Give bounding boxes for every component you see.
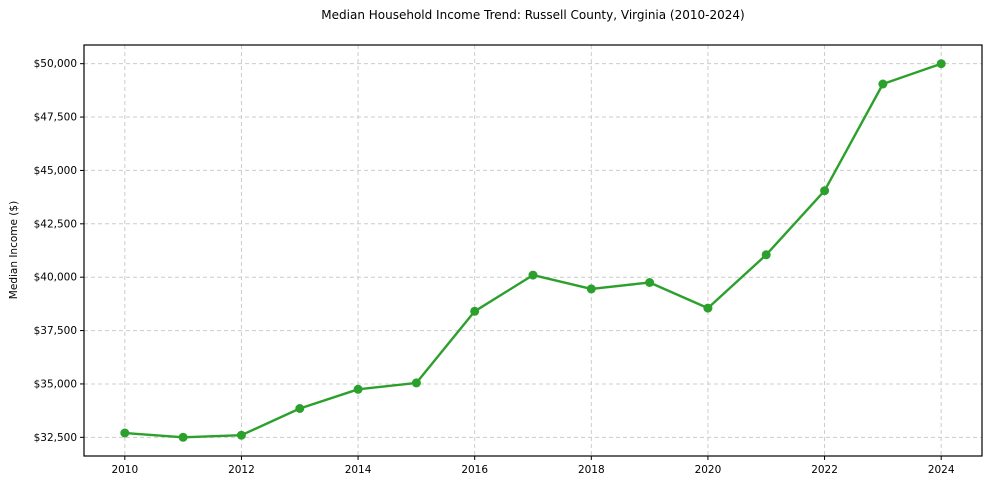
x-tick-label: 2018: [578, 464, 605, 476]
data-point-2010: [120, 428, 130, 438]
data-point-2012: [236, 430, 246, 440]
x-tick-label: 2024: [928, 464, 955, 476]
data-point-2015: [411, 378, 421, 388]
x-tick-label: 2022: [811, 464, 838, 476]
y-tick-label: $35,000: [34, 378, 77, 390]
data-point-2024: [936, 59, 946, 69]
y-tick-label: $50,000: [34, 58, 77, 70]
data-point-2022: [820, 186, 830, 196]
data-point-2014: [353, 384, 363, 394]
y-tick-label: $47,500: [34, 112, 77, 124]
x-tick-label: 2010: [111, 464, 138, 476]
chart-title: Median Household Income Trend: Russell C…: [321, 8, 745, 22]
y-tick-label: $45,000: [34, 165, 77, 177]
income-trend-line: [123, 62, 943, 439]
x-tick-label: 2016: [461, 464, 488, 476]
y-tick-label: $32,500: [34, 432, 77, 444]
data-point-2023: [878, 79, 888, 89]
data-point-2016: [470, 306, 480, 316]
data-point-2017: [528, 270, 538, 280]
data-point-2021: [761, 250, 771, 260]
x-tick-label: 2014: [345, 464, 372, 476]
y-tick-label: $37,500: [34, 325, 77, 337]
data-point-2019: [645, 278, 655, 287]
data-point-2013: [295, 404, 305, 413]
y-tick-label: $42,500: [34, 218, 77, 230]
data-point-2018: [586, 284, 596, 294]
data-point-2011: [178, 432, 188, 442]
x-tick-label: 2012: [228, 464, 255, 476]
axes-frame: [83, 44, 983, 457]
x-tick-label: 2020: [695, 464, 722, 476]
y-tick-label: $40,000: [34, 272, 77, 284]
data-point-2020: [703, 303, 713, 313]
